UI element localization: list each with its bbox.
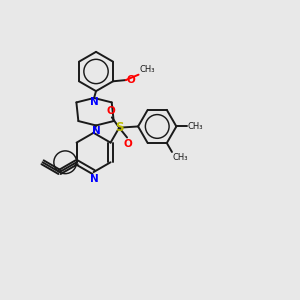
Text: S: S bbox=[115, 121, 124, 134]
Text: CH₃: CH₃ bbox=[173, 153, 188, 162]
Text: N: N bbox=[90, 174, 98, 184]
Text: CH₃: CH₃ bbox=[140, 65, 155, 74]
Text: CH₃: CH₃ bbox=[188, 122, 203, 131]
Text: O: O bbox=[127, 75, 135, 85]
Text: N: N bbox=[92, 126, 101, 136]
Text: O: O bbox=[123, 139, 132, 149]
Text: N: N bbox=[90, 97, 98, 107]
Text: O: O bbox=[107, 106, 116, 116]
